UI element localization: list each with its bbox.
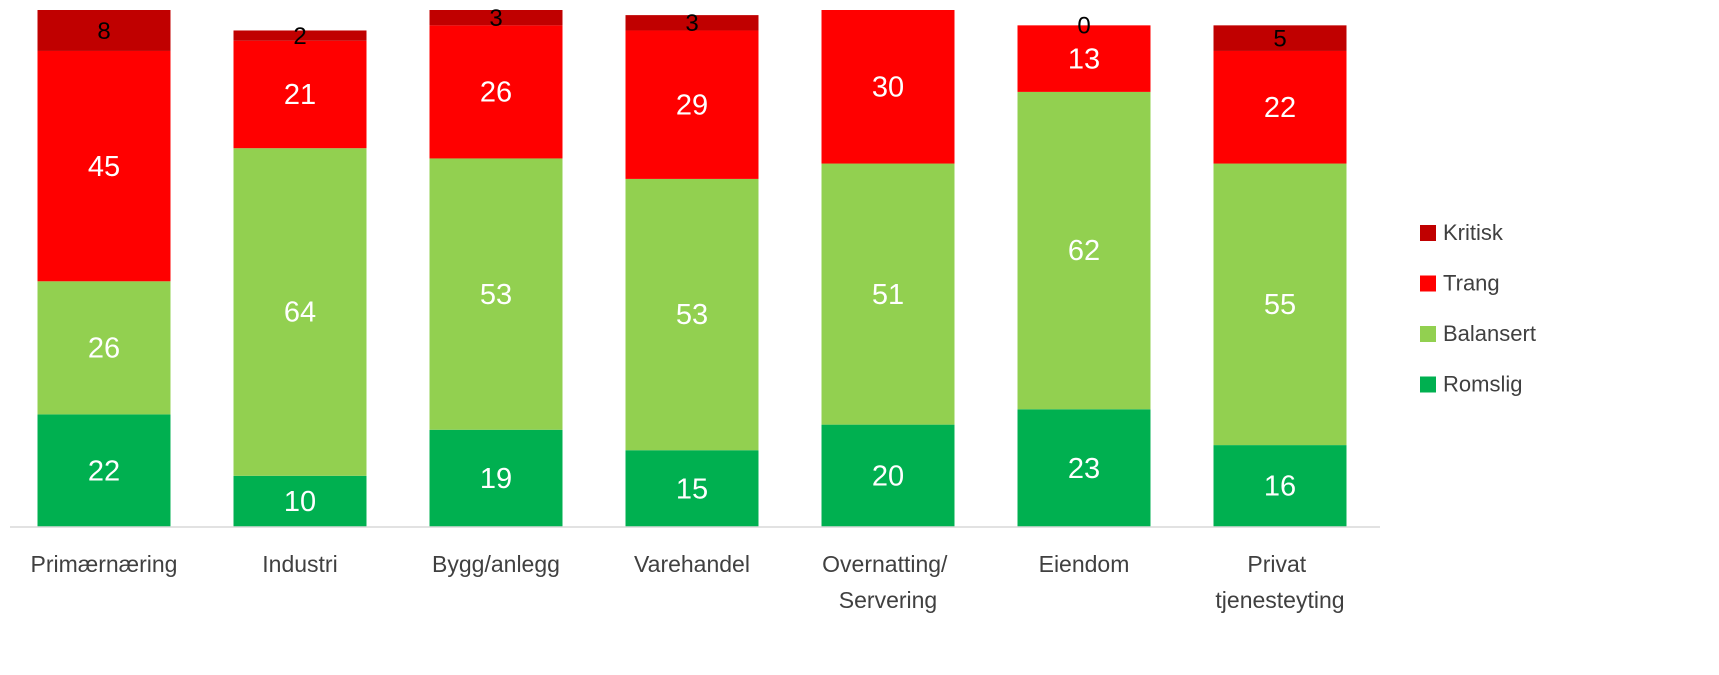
data-label: 3 [685,10,698,37]
data-label: 5 [1273,25,1286,52]
x-tick-label-line: Overnatting/ [822,551,954,577]
legend-label: Kritisk [1443,220,1504,245]
data-label: 21 [284,79,316,111]
data-label: 22 [88,455,120,487]
bar-segment [37,50,171,282]
data-label: 30 [872,71,904,103]
bar-segment [625,450,759,527]
bar-segment [233,148,367,476]
legend-label: Balansert [1443,321,1536,346]
bar-segment [429,158,563,430]
data-label: 53 [480,279,512,311]
bar-segment [37,414,171,527]
data-label: 13 [1068,43,1100,75]
bar-segment [429,429,563,527]
data-label: 23 [1068,453,1100,485]
x-tick-label: Privat tjenesteyting [1215,551,1344,613]
x-tick-label-line: Privat [1247,551,1312,577]
data-label: 64 [284,297,316,329]
bar-segment [37,281,171,415]
bar-segment [625,178,759,451]
x-tick-label-line: tjenesteyting [1215,587,1344,613]
data-label: 15 [676,473,708,505]
data-label: 26 [88,332,120,364]
data-label: 10 [284,486,316,518]
data-label: 62 [1068,235,1100,267]
legend-label: Romslig [1443,371,1522,396]
x-tick-label: Primærnæring [31,551,178,577]
bar-segment [1213,50,1347,164]
data-label: 2 [293,23,306,50]
legend-swatch [1420,275,1436,292]
x-tick-label-line: Servering [839,587,937,613]
x-tick-label: Eiendom [1039,551,1130,577]
bar-segment [625,15,759,31]
data-label: 20 [872,460,904,492]
bar-segment [429,10,563,26]
data-label: 16 [1264,471,1296,503]
bar-segment [233,475,367,527]
bar-segment [1213,25,1347,51]
data-label: 55 [1264,289,1296,321]
bar-segment [625,30,759,179]
data-label: 26 [480,77,512,109]
x-tick-label: Varehandel [634,551,750,577]
data-label: 22 [1264,92,1296,124]
bar-segment [1213,445,1347,527]
data-label: 53 [676,299,708,331]
data-label: 29 [676,89,708,121]
bar-segment [233,30,367,41]
legend-swatch [1420,326,1436,342]
bar-segment [1213,163,1347,446]
x-tick-label: Industri [262,551,337,577]
x-tick-label: Bygg/anlegg [432,551,560,577]
bar-segment [821,10,955,164]
bar-segment [1017,409,1151,527]
data-label: 45 [88,151,120,183]
bar-segment [821,424,955,527]
data-label: 51 [872,279,904,311]
data-label: 0 [1077,13,1090,40]
bar-segment [1017,25,1151,92]
bar-segment [821,163,955,425]
data-label: 19 [480,463,512,495]
legend-swatch [1420,225,1436,241]
bar-segment [429,25,563,159]
bar-segment [1017,91,1151,410]
legend-swatch [1420,376,1436,393]
x-tick-label: Overnatting/ Servering [822,551,954,613]
legend-label: Trang [1443,270,1500,295]
bar-segment [233,40,367,149]
data-label: 3 [489,5,502,32]
data-label: 8 [97,18,110,45]
bar-segment [37,10,171,51]
